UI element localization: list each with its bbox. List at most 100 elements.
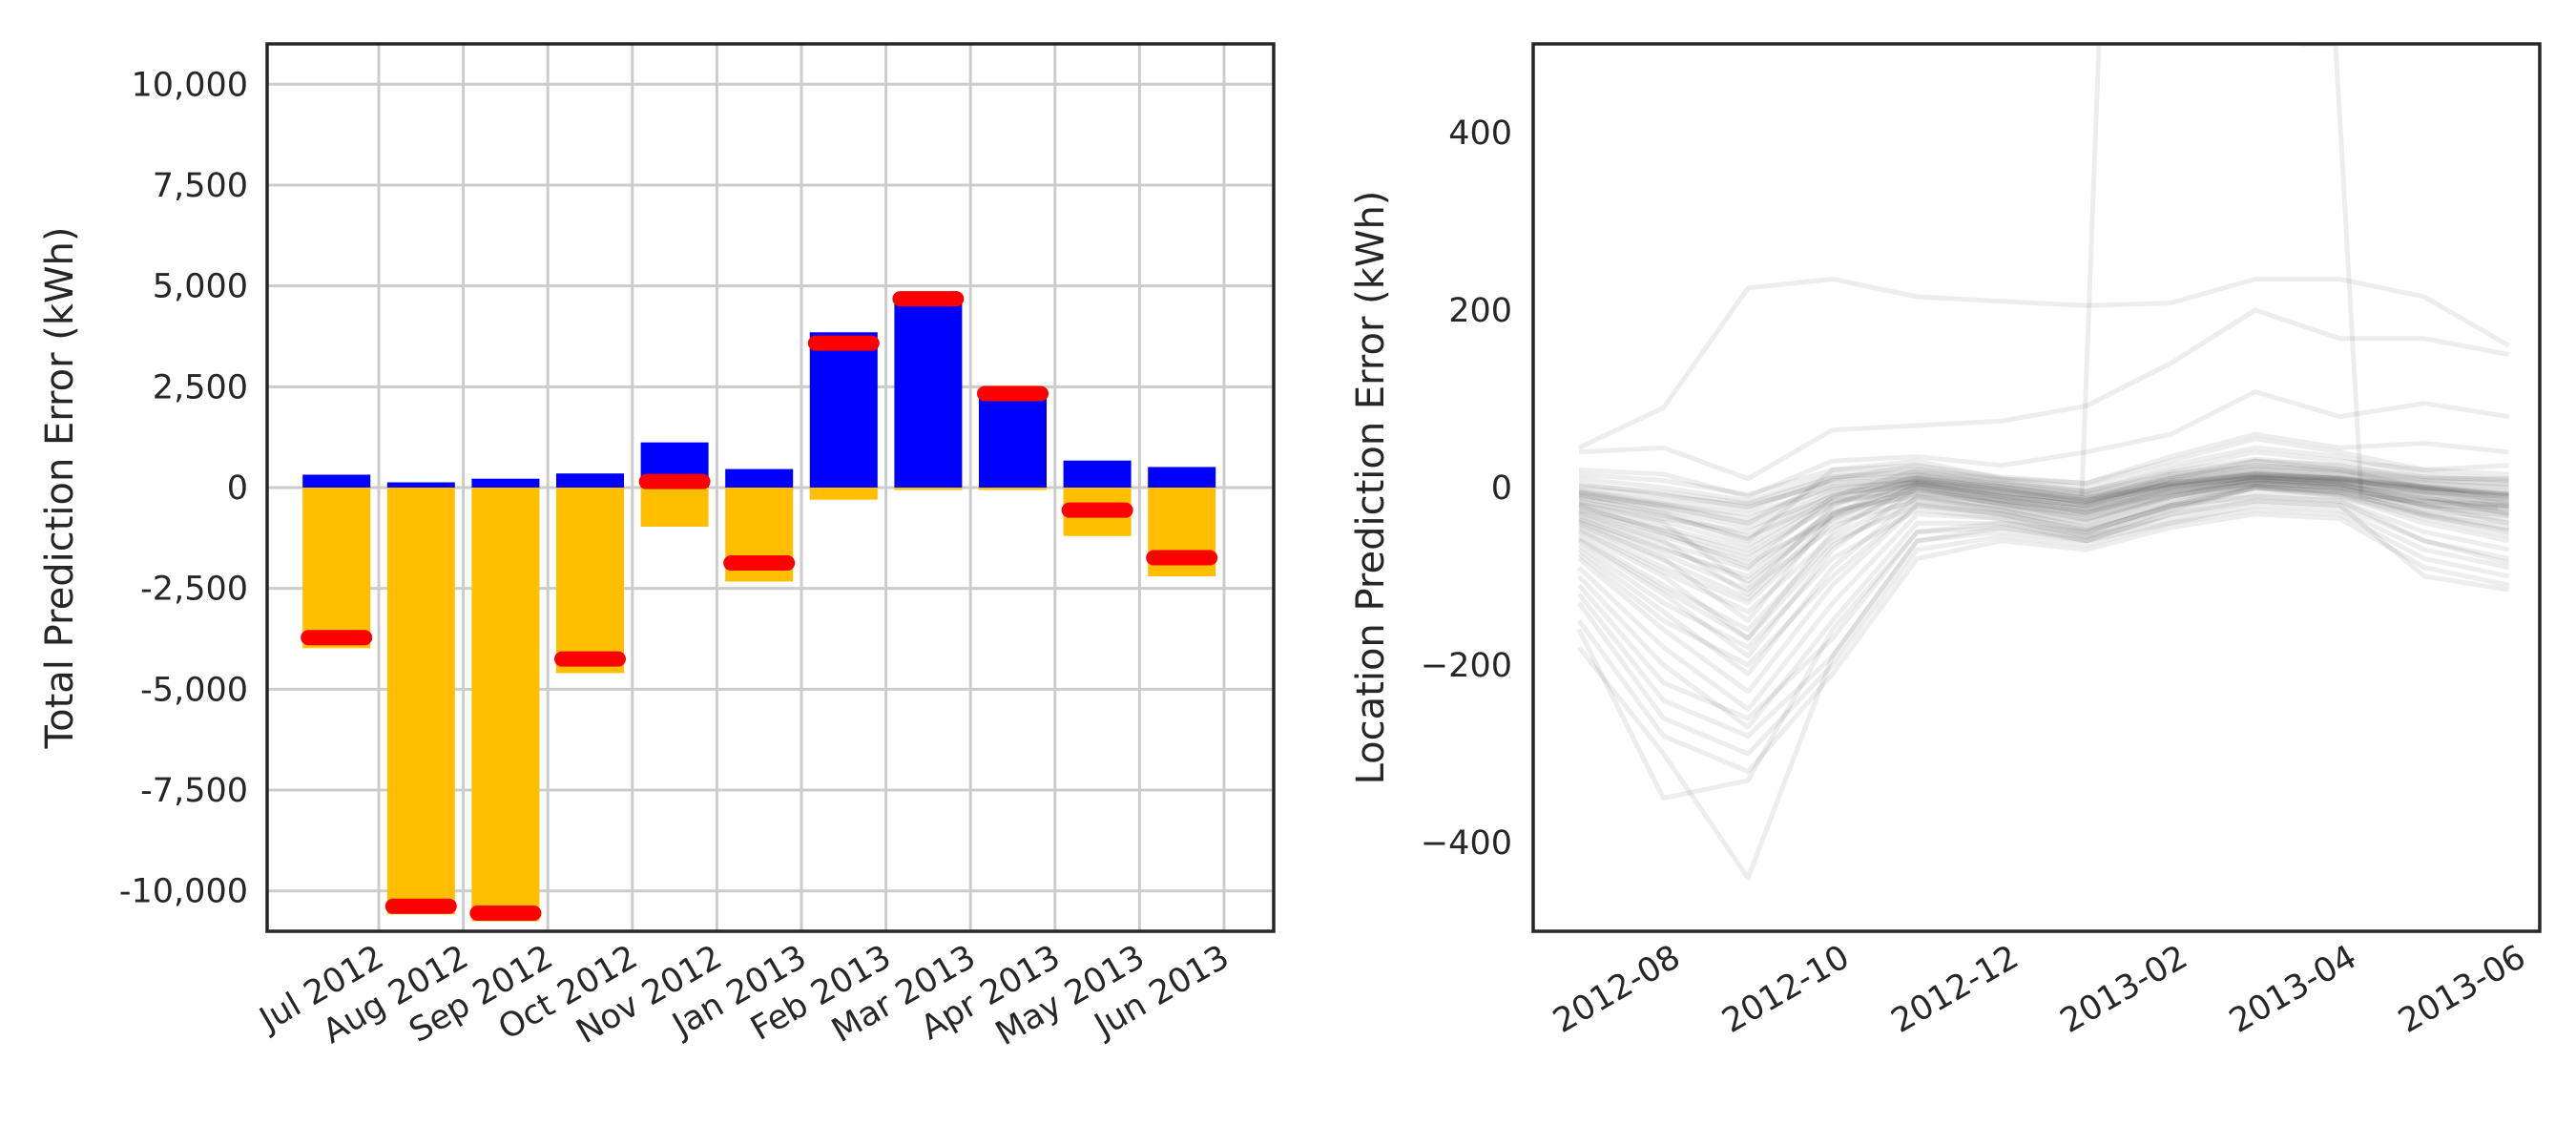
series-line [1578, 477, 2509, 584]
series-line [1578, 467, 2509, 509]
series-line [1578, 474, 2509, 557]
series-line [1577, 485, 2509, 633]
series-line [1578, 456, 2509, 507]
series-line [1578, 475, 2509, 561]
series-line [1578, 478, 2509, 566]
series-line [1578, 474, 2509, 539]
series-line [1578, 468, 2509, 531]
y-tick-label: -10,000 [119, 873, 248, 911]
series-line [1578, 307, 2510, 482]
bar-chart-bars [302, 299, 1216, 922]
bar [386, 482, 455, 488]
bar-chart-markers [301, 291, 1218, 921]
bar [386, 488, 455, 915]
bar [471, 478, 540, 488]
bar [1148, 467, 1216, 488]
series-line [1577, 483, 2509, 614]
series-line [1578, 431, 2509, 544]
series-line [1577, 476, 2510, 659]
bar [894, 299, 963, 488]
bar [979, 392, 1047, 488]
y-tick-label: −200 [1421, 647, 1512, 685]
line-chart-x-tick-labels: 2012-08 2012-10 2012-12 2013-02 2013-04 2013-… [1547, 938, 2532, 1041]
series-line [1577, 485, 2510, 668]
y-tick-label: 0 [227, 469, 248, 508]
series-line [1578, 480, 2509, 552]
line-chart-y-axis-label: Location Prediction Error (kWh) [1349, 191, 1393, 785]
y-tick-label: -2,500 [140, 571, 248, 609]
y-tick-label: -7,500 [140, 772, 248, 810]
x-tick-label: 2013-04 [2223, 938, 2363, 1041]
series-line [1578, 445, 2509, 504]
bar [1063, 460, 1132, 488]
series-line [1576, 493, 2510, 801]
x-tick-label: 2012-10 [1716, 938, 1857, 1041]
series-line [1577, 485, 2510, 650]
series-line [1576, 511, 2510, 775]
series-line [1578, 471, 2509, 542]
series-line [1578, 471, 2509, 517]
series-line [1577, 480, 2510, 677]
bar [809, 488, 878, 500]
y-tick-label: 7,500 [153, 167, 248, 205]
series-line [1577, 483, 2509, 641]
series-line [1577, 485, 2510, 695]
bar [640, 488, 709, 528]
y-tick-label: 400 [1448, 114, 1512, 153]
bar [979, 488, 1047, 490]
y-tick-label: 2,500 [153, 368, 248, 406]
series-line [1577, 498, 2509, 881]
bar-chart-y-tick-labels: 10,000 7,500 5,000 2,500 0 -2,500 -5,000 -7,500… [119, 66, 248, 910]
bar [471, 488, 540, 922]
line-chart-lines [1576, 44, 2510, 881]
bar [809, 332, 878, 488]
y-tick-label: −400 [1421, 824, 1512, 863]
bar [556, 488, 624, 674]
y-tick-label: 200 [1448, 292, 1512, 330]
bar [894, 488, 963, 490]
series-line [1578, 449, 2509, 526]
series-line [1577, 489, 2510, 712]
x-tick-label: 2013-02 [2054, 938, 2194, 1041]
series-line [1577, 498, 2510, 721]
series-line [1577, 503, 2510, 739]
series-line [1578, 436, 2509, 497]
y-tick-label: 0 [1491, 469, 1512, 508]
series-line [1578, 479, 2509, 601]
line-chart-y-tick-labels: 400 200 0 −200 −400 [1421, 114, 1512, 863]
series-line [1578, 473, 2509, 526]
x-tick-label: 2012-12 [1885, 938, 2025, 1041]
series-line [1577, 277, 2510, 450]
y-tick-label: 10,000 [132, 66, 248, 104]
series-line [1578, 476, 2509, 534]
series-line [1578, 458, 2509, 512]
x-tick-label: 2013-06 [2392, 938, 2532, 1041]
series-line [1577, 471, 2509, 641]
series-line [1578, 467, 2509, 623]
bar [302, 474, 371, 488]
series-line [1576, 507, 2510, 757]
bar [725, 468, 794, 488]
series-line [1578, 472, 2509, 521]
series-line [1577, 480, 2509, 606]
series-line [1577, 493, 2510, 730]
series-line [1578, 463, 2509, 588]
series-line [2301, 44, 2499, 510]
series-line [1578, 458, 2509, 571]
bar [556, 473, 624, 488]
y-tick-label: 5,000 [153, 268, 248, 306]
line-chart-frame [1531, 42, 2542, 933]
y-tick-label: -5,000 [140, 671, 248, 709]
series-line [1578, 470, 2509, 548]
x-tick-label: 2012-08 [1547, 938, 1687, 1041]
series-line [1578, 464, 2509, 510]
bar-chart: 10,000 7,500 5,000 2,500 0 -2,500 -5,000 -7,500… [38, 42, 1276, 1053]
series-line [2079, 44, 2102, 497]
bar-chart-y-axis-label: Total Prediction Error (kWh) [38, 226, 82, 749]
series-line [1578, 389, 2509, 499]
series-line [1578, 481, 2509, 593]
series-line [1578, 463, 2509, 597]
